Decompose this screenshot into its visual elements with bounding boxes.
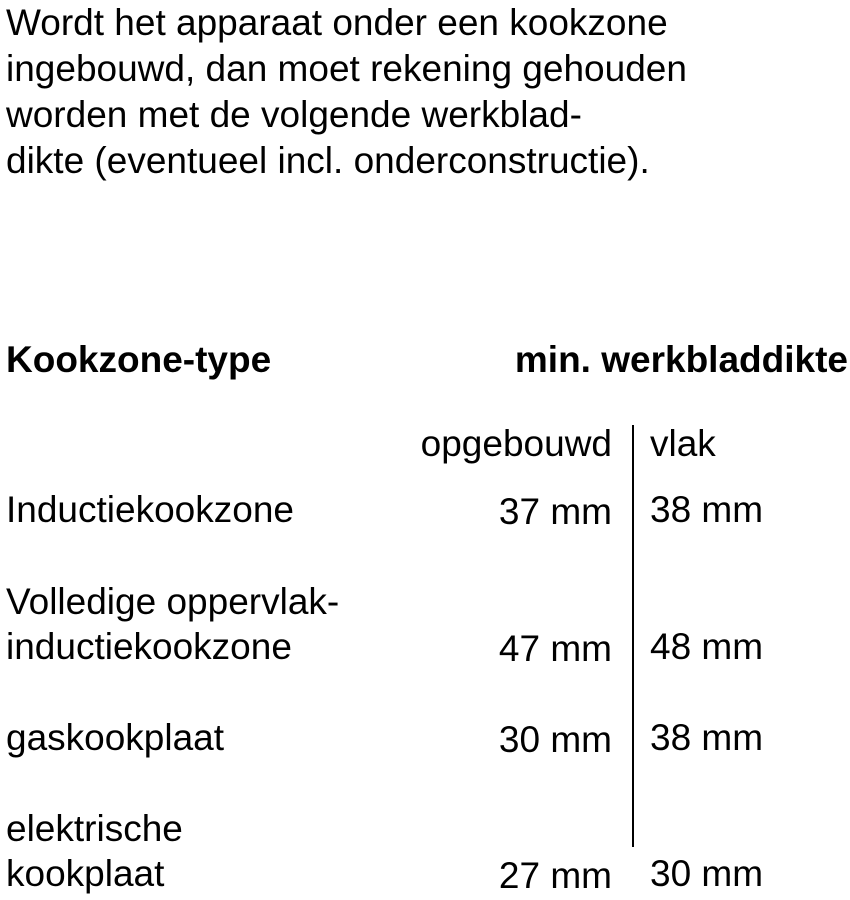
row-type: Volledige oppervlak- (6, 581, 340, 622)
column-divider (632, 425, 634, 847)
row-vlak: 38 mm (650, 717, 764, 758)
intro-line: ingebouwd, dan moet rekening gehouden (6, 48, 687, 89)
row-vlak: 30 mm (650, 853, 764, 894)
intro-paragraph: Wordt het apparaat onder een kookzone in… (6, 0, 846, 184)
intro-line: Wordt het apparaat onder een kookzone (6, 2, 668, 43)
row-opgebouwd: 47 mm (498, 628, 612, 669)
subheader-vlak: vlak (650, 423, 716, 464)
row-opgebouwd: 37 mm (498, 491, 612, 532)
row-type: gaskookplaat (6, 717, 225, 758)
row-vlak: 48 mm (650, 626, 764, 667)
header-min-werkbladdikte: min. werkbladdikte (514, 339, 848, 380)
row-type: elektrische (6, 808, 183, 849)
subheader-opgebouwd: opgebouwd (420, 423, 612, 464)
row-opgebouwd: 27 mm (498, 855, 612, 896)
intro-line: worden met de volgende werkblad- (6, 94, 582, 135)
row-type: inductiekookzone (6, 626, 292, 667)
row-type: Inductiekookzone (6, 489, 294, 530)
row-type: kookplaat (6, 853, 165, 894)
row-opgebouwd: 30 mm (498, 719, 612, 760)
row-vlak: 38 mm (650, 489, 764, 530)
header-kookzone-type: Kookzone-type (6, 339, 272, 380)
intro-line: dikte (eventueel incl. onderconstructie)… (6, 140, 650, 181)
